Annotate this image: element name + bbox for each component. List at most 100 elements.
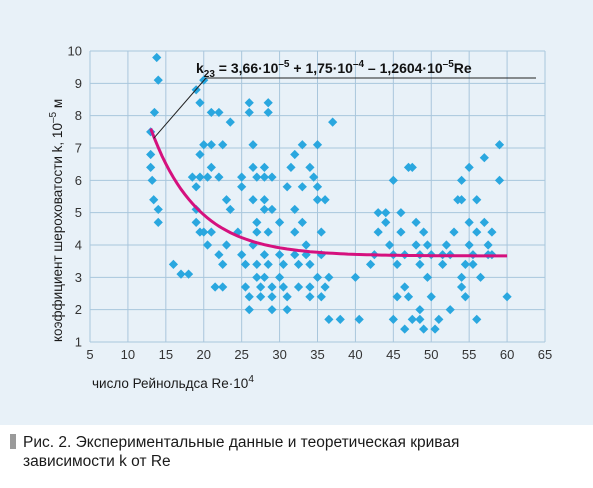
data-point xyxy=(494,175,505,185)
data-point xyxy=(195,172,205,182)
data-point xyxy=(430,324,440,334)
x-tick-label: 45 xyxy=(386,347,400,362)
data-point xyxy=(475,272,486,282)
data-point xyxy=(460,259,470,269)
data-point xyxy=(191,182,201,192)
data-point xyxy=(305,259,315,269)
data-point xyxy=(225,204,235,215)
data-point xyxy=(456,195,467,205)
data-point xyxy=(400,282,410,292)
data-point xyxy=(221,240,232,250)
data-point xyxy=(487,227,497,237)
data-point xyxy=(373,208,383,218)
data-point xyxy=(267,204,277,215)
data-point xyxy=(237,250,247,260)
data-point xyxy=(244,98,254,108)
data-point xyxy=(335,314,345,324)
data-point xyxy=(464,162,474,172)
data-point xyxy=(316,292,326,302)
data-point xyxy=(324,272,334,282)
x-tick-label: 35 xyxy=(310,347,324,362)
x-tick-label: 65 xyxy=(538,347,552,362)
data-point xyxy=(282,305,292,315)
data-point xyxy=(464,240,474,250)
data-point xyxy=(153,217,163,227)
data-point xyxy=(259,172,270,182)
x-tick-label: 20 xyxy=(197,347,211,362)
data-point xyxy=(199,227,209,237)
data-point xyxy=(396,227,406,237)
data-point xyxy=(267,305,277,315)
data-point xyxy=(263,98,273,108)
data-point xyxy=(324,314,334,324)
data-point xyxy=(252,272,262,282)
data-point xyxy=(411,217,421,227)
x-tick-label: 5 xyxy=(86,347,93,362)
caption-marker xyxy=(10,434,16,449)
equation-leader-line xyxy=(153,77,207,139)
data-point xyxy=(290,250,300,260)
data-point xyxy=(202,240,213,250)
x-tick-label: 60 xyxy=(500,347,514,362)
y-tick-label: 4 xyxy=(75,238,82,253)
data-point xyxy=(267,282,277,292)
data-point xyxy=(237,172,247,182)
data-point xyxy=(407,162,417,172)
data-point xyxy=(267,292,277,302)
data-point xyxy=(282,182,292,192)
data-point xyxy=(218,140,228,150)
data-point xyxy=(183,269,194,279)
y-tick-label: 7 xyxy=(75,141,82,156)
data-point xyxy=(320,195,330,205)
data-point xyxy=(263,107,273,118)
data-points xyxy=(146,52,512,334)
data-point xyxy=(438,259,448,269)
data-point xyxy=(256,292,266,302)
data-point xyxy=(259,204,270,215)
data-point xyxy=(290,227,300,237)
data-point xyxy=(301,240,311,250)
data-point xyxy=(297,182,307,192)
data-point xyxy=(218,282,228,292)
data-point xyxy=(388,314,398,324)
data-point xyxy=(244,292,254,302)
x-tick-label: 15 xyxy=(159,347,173,362)
data-point xyxy=(449,227,459,237)
data-point xyxy=(256,282,266,292)
data-point xyxy=(206,162,216,172)
data-point xyxy=(202,172,213,182)
x-tick-label: 25 xyxy=(234,347,248,362)
data-point xyxy=(153,204,163,215)
curve-equation: k23 = 3,66·10–5 + 1,75·10–4 – 1,2604·10–… xyxy=(196,59,472,80)
data-point xyxy=(502,292,512,302)
data-point xyxy=(472,195,482,205)
data-point xyxy=(259,272,270,282)
y-tick-label: 1 xyxy=(75,335,82,350)
data-point xyxy=(441,240,452,250)
data-point xyxy=(263,259,273,269)
data-point xyxy=(472,314,482,324)
theoretical-curve xyxy=(149,128,508,258)
data-point xyxy=(479,153,489,163)
x-tick-label: 40 xyxy=(348,347,362,362)
data-point xyxy=(214,107,224,118)
data-point xyxy=(206,227,216,237)
data-point xyxy=(419,324,429,334)
data-point xyxy=(225,117,235,127)
data-point xyxy=(240,259,251,269)
data-point xyxy=(149,107,160,118)
data-point xyxy=(259,250,270,260)
data-point xyxy=(400,324,410,334)
y-tick-label: 10 xyxy=(68,44,82,59)
data-point xyxy=(187,172,197,182)
chart-panel: 1 2 3 4 5 6 7 8 9 10 5 10 15 20 25 30 35 40 45 50 55 60 65 k2… xyxy=(0,0,593,425)
data-point xyxy=(422,240,433,250)
data-point xyxy=(388,175,398,185)
data-point xyxy=(146,149,156,160)
data-point xyxy=(237,182,247,192)
data-point xyxy=(312,195,323,205)
data-point xyxy=(267,172,277,182)
data-point xyxy=(278,259,288,269)
figure-caption: Рис. 2. Экспериментальные данные и теоре… xyxy=(10,433,588,471)
data-point xyxy=(214,250,224,260)
